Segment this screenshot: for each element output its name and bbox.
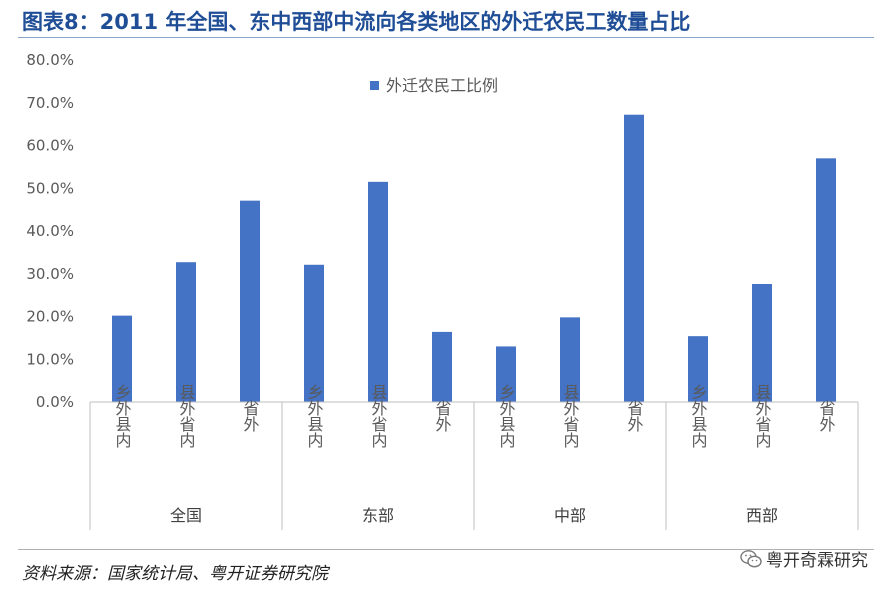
- bar: [432, 331, 452, 402]
- y-axis: 0.0% 10.0% 20.0% 30.0% 40.0% 50.0% 60.0% 70.0% 8…: [26, 51, 74, 411]
- group-label: 西部: [746, 506, 778, 525]
- category-label: 省外: [433, 400, 452, 432]
- y-tick-label: 60.0%: [26, 137, 74, 155]
- chart-title: 图表8：2011 年全国、东中西部中流向各类地区的外迁农民工数量占比: [22, 10, 691, 34]
- group-label: 全国: [170, 506, 202, 525]
- group-label: 东部: [362, 506, 394, 525]
- bar: [496, 346, 516, 402]
- category-label: 县外省内: [561, 384, 580, 449]
- bar-chart: 0.0% 10.0% 20.0% 30.0% 40.0% 50.0% 60.0% 70.0% 8…: [26, 51, 859, 530]
- category-label: 乡外县内: [497, 384, 516, 449]
- bar: [368, 181, 388, 402]
- bar: [816, 158, 836, 402]
- title-divider: [18, 37, 874, 38]
- watermark: 粤开奇霖研究: [740, 546, 868, 571]
- category-label: 省外: [625, 400, 644, 432]
- y-tick-label: 40.0%: [26, 222, 74, 240]
- category-label: 县外省内: [369, 384, 388, 449]
- y-tick-label: 30.0%: [26, 265, 74, 283]
- legend-label: 外迁农民工比例: [386, 76, 498, 95]
- wechat-icon: [740, 549, 762, 567]
- y-tick-label: 0.0%: [36, 393, 74, 411]
- bar: [624, 114, 644, 402]
- bar: [688, 336, 708, 402]
- category-label: 乡外县内: [689, 384, 708, 449]
- bar: [240, 200, 260, 402]
- category-label: 县外省内: [753, 384, 772, 449]
- bar: [304, 264, 324, 402]
- watermark-text: 粤开奇霖研究: [766, 551, 868, 571]
- y-tick-label: 10.0%: [26, 350, 74, 368]
- bar: [112, 315, 132, 402]
- bar: [752, 284, 772, 402]
- y-tick-label: 20.0%: [26, 308, 74, 326]
- y-tick-label: 50.0%: [26, 179, 74, 197]
- legend: 外迁农民工比例: [370, 76, 498, 95]
- category-label: 乡外县内: [305, 384, 324, 449]
- y-tick-label: 80.0%: [26, 51, 74, 69]
- category-label: 省外: [241, 400, 260, 432]
- bar: [176, 262, 196, 402]
- bar: [560, 317, 580, 402]
- legend-swatch: [370, 81, 379, 90]
- y-tick-label: 70.0%: [26, 94, 74, 112]
- category-label: 县外省内: [177, 384, 196, 449]
- footer-divider: [18, 549, 874, 550]
- group-label: 中部: [554, 506, 586, 525]
- category-label: 乡外县内: [113, 384, 132, 449]
- source-note: 资料来源：国家统计局、粤开证券研究院: [22, 564, 328, 584]
- bars: [112, 114, 836, 402]
- category-label: 省外: [817, 400, 836, 432]
